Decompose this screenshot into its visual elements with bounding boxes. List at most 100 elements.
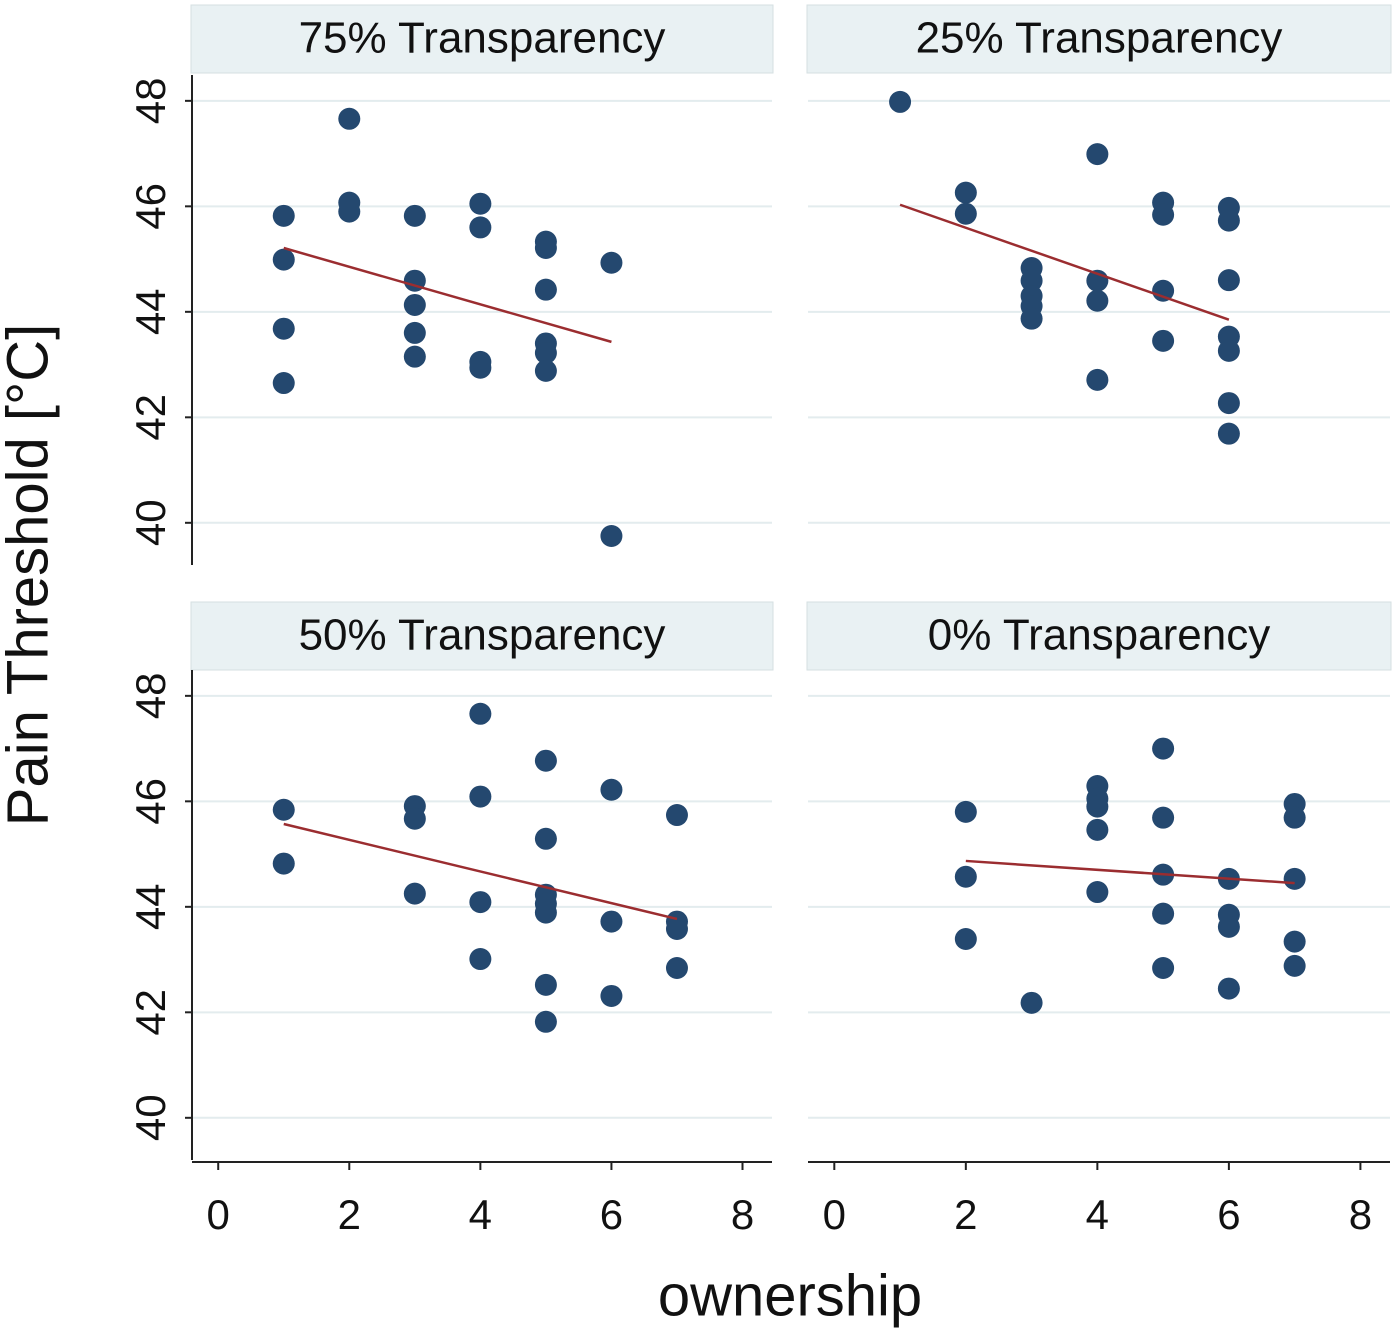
- y-tick-label: 42: [127, 989, 174, 1036]
- point: [1217, 269, 1240, 292]
- point: [954, 202, 977, 225]
- panel-title: 75% Transparency: [299, 14, 666, 63]
- point: [954, 865, 977, 888]
- point: [534, 827, 557, 850]
- x-tick-label: 6: [600, 1191, 623, 1238]
- point: [1217, 422, 1240, 445]
- point: [469, 192, 492, 215]
- point: [1020, 307, 1043, 330]
- point: [600, 778, 623, 801]
- point: [1020, 269, 1043, 292]
- fit-line: [899, 203, 1230, 321]
- point: [1152, 329, 1175, 352]
- point: [272, 317, 295, 340]
- point: [272, 372, 295, 395]
- x-tick-label: 4: [469, 1191, 492, 1238]
- point: [403, 321, 426, 344]
- point: [665, 957, 688, 980]
- x-tick-label: 8: [1349, 1191, 1372, 1238]
- point: [534, 278, 557, 301]
- point: [1152, 737, 1175, 760]
- point: [600, 910, 623, 933]
- x-tick-label: 0: [823, 1191, 846, 1238]
- point: [1217, 209, 1240, 232]
- y-tick-label: 46: [127, 778, 174, 825]
- point: [600, 524, 623, 547]
- point: [1283, 806, 1306, 829]
- point: [534, 341, 557, 364]
- point: [403, 204, 426, 227]
- point: [403, 345, 426, 368]
- point: [1086, 289, 1109, 312]
- point: [403, 882, 426, 905]
- point: [1217, 977, 1240, 1000]
- point: [1283, 930, 1306, 953]
- panel-title: 25% Transparency: [916, 14, 1283, 63]
- point: [534, 749, 557, 772]
- y-tick-label: 44: [127, 883, 174, 930]
- point: [469, 891, 492, 914]
- point: [338, 200, 361, 223]
- point: [600, 251, 623, 274]
- point: [469, 356, 492, 379]
- point: [1152, 279, 1175, 302]
- point: [1152, 957, 1175, 980]
- point: [1086, 795, 1109, 818]
- y-axis-title: Pain Threshold [°C]: [0, 324, 60, 827]
- point: [1152, 902, 1175, 925]
- point: [403, 293, 426, 316]
- panel-title: 50% Transparency: [299, 611, 666, 660]
- strip: [190, 4, 774, 74]
- point: [272, 248, 295, 271]
- point: [1086, 368, 1109, 391]
- point: [1086, 881, 1109, 904]
- y-tick-label: 42: [127, 394, 174, 441]
- fit-line: [283, 822, 678, 921]
- point: [954, 181, 977, 204]
- y-tick-label: 44: [127, 288, 174, 335]
- x-tick-label: 6: [1217, 1191, 1240, 1238]
- point: [1283, 867, 1306, 890]
- point: [665, 917, 688, 940]
- point: [403, 807, 426, 830]
- point: [1217, 392, 1240, 415]
- point: [272, 852, 295, 875]
- point: [954, 800, 977, 823]
- point: [338, 107, 361, 130]
- point: [1086, 818, 1109, 841]
- point: [889, 90, 912, 113]
- point: [534, 237, 557, 260]
- y-tick-label: 40: [127, 1094, 174, 1141]
- y-tick-label: 40: [127, 499, 174, 546]
- point: [1283, 954, 1306, 977]
- point: [1217, 915, 1240, 938]
- point: [469, 702, 492, 725]
- point: [1152, 203, 1175, 226]
- x-tick-label: 0: [207, 1191, 230, 1238]
- panel-title: 0% Transparency: [928, 611, 1270, 660]
- x-tick-label: 2: [954, 1191, 977, 1238]
- point: [534, 901, 557, 924]
- y-tick-label: 48: [127, 672, 174, 719]
- x-axis-title: ownership: [658, 1263, 922, 1328]
- point: [534, 1010, 557, 1033]
- x-tick-label: 2: [338, 1191, 361, 1238]
- x-tick-label: 4: [1086, 1191, 1109, 1238]
- strip: [806, 601, 1392, 671]
- point: [469, 785, 492, 808]
- x-tick-label: 8: [731, 1191, 754, 1238]
- point: [1217, 339, 1240, 362]
- point: [272, 798, 295, 821]
- point: [469, 216, 492, 239]
- point: [534, 359, 557, 382]
- point: [600, 984, 623, 1007]
- fit-line: [283, 246, 612, 344]
- point: [1152, 806, 1175, 829]
- point: [469, 948, 492, 971]
- point: [272, 204, 295, 227]
- strip: [806, 4, 1392, 74]
- strip: [190, 601, 774, 671]
- point: [1020, 991, 1043, 1014]
- y-tick-label: 46: [127, 183, 174, 230]
